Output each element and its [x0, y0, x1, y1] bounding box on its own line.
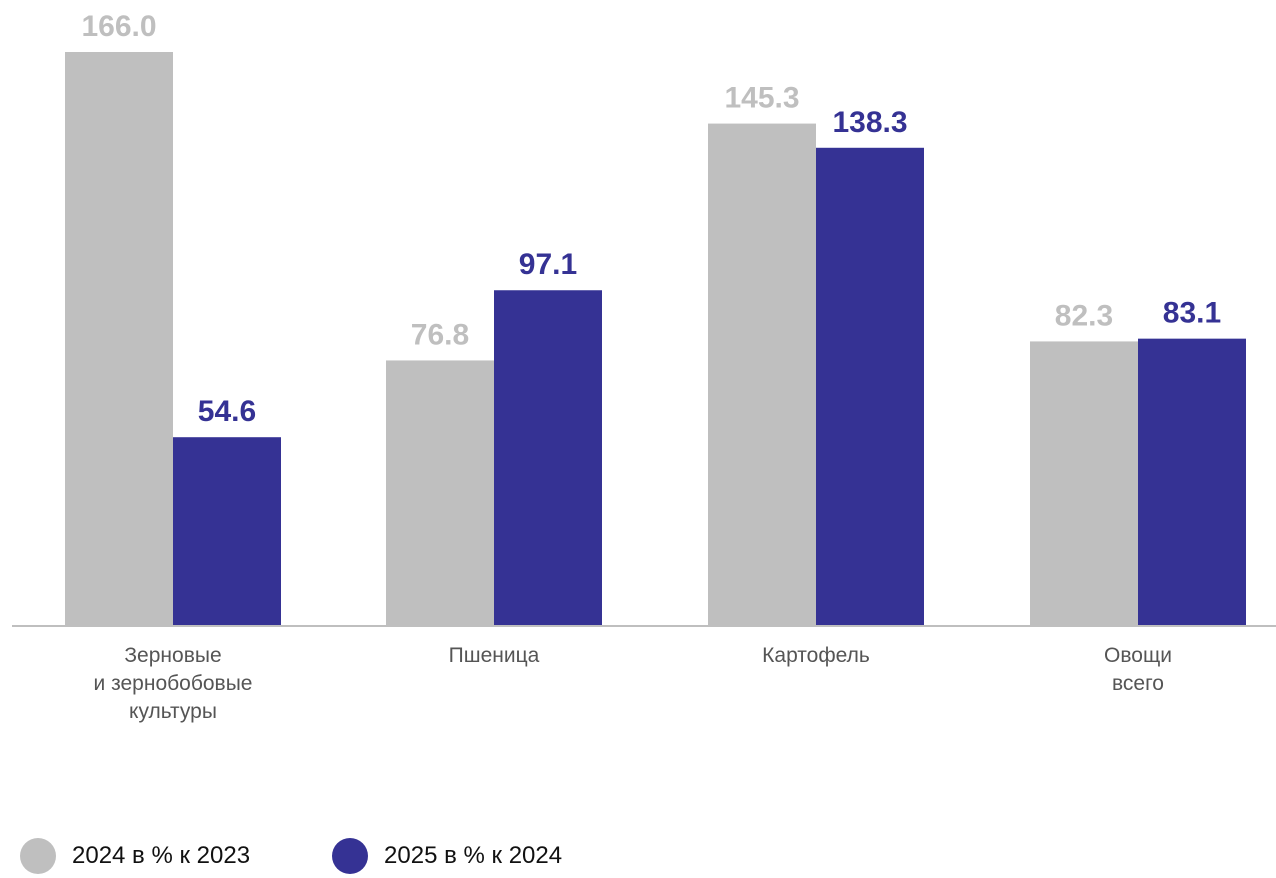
data-label-s1-c3: 83.1: [1163, 297, 1221, 330]
data-label-s1-c2: 138.3: [832, 106, 907, 139]
category-label-line: Зерновые: [124, 644, 221, 667]
bar-s1-c2: [816, 147, 924, 626]
bar-s0-c1: [386, 360, 494, 626]
data-label-s0-c3: 82.3: [1055, 299, 1113, 332]
legend-item-2024: 2024 в % к 2023: [20, 838, 250, 874]
category-labels-group: Зерновые и зернобобовые культуры Пшеница Кар…: [94, 644, 1172, 723]
category-label-line: культуры: [129, 700, 217, 723]
legend-swatch-2025: [332, 838, 369, 874]
legend-item-2025: 2025 в % к 2024: [332, 838, 562, 874]
data-label-s0-c2: 145.3: [724, 82, 799, 115]
category-label-2: Картофель: [762, 644, 870, 667]
value-labels-group: 166.0 76.8 145.3 82.3 54.6 97.1 138.3 83.1: [81, 10, 1221, 428]
bar-s1-c0: [173, 437, 281, 626]
legend-swatch-2024: [20, 838, 56, 874]
category-label-line: Пшеница: [449, 644, 540, 667]
category-label-0: Зерновые и зернобобовые культуры: [94, 644, 253, 723]
bar-s1-c1: [494, 290, 602, 626]
legend-label-2025: 2025 в % к 2024: [384, 842, 563, 869]
data-label-s0-c1: 76.8: [411, 318, 469, 351]
data-label-s0-c0: 166.0: [81, 10, 156, 43]
bar-s0-c2: [708, 123, 816, 626]
bar-s1-c3: [1138, 338, 1246, 626]
legend-label-2024: 2024 в % к 2023: [72, 842, 251, 869]
category-label-3: Овощи всего: [1104, 644, 1172, 695]
data-label-s1-c0: 54.6: [198, 395, 256, 428]
bar-s0-c3: [1030, 341, 1138, 626]
data-label-s1-c1: 97.1: [519, 248, 577, 281]
category-label-1: Пшеница: [449, 644, 540, 667]
bar-s0-c0: [65, 52, 173, 626]
category-label-line: Картофель: [762, 644, 870, 667]
category-label-line: Овощи: [1104, 644, 1172, 667]
category-label-line: всего: [1112, 672, 1164, 695]
category-label-line: и зернобобовые: [94, 672, 253, 695]
bars-group: [65, 52, 1246, 626]
legend: 2024 в % к 2023 2025 в % к 2024: [20, 838, 644, 878]
